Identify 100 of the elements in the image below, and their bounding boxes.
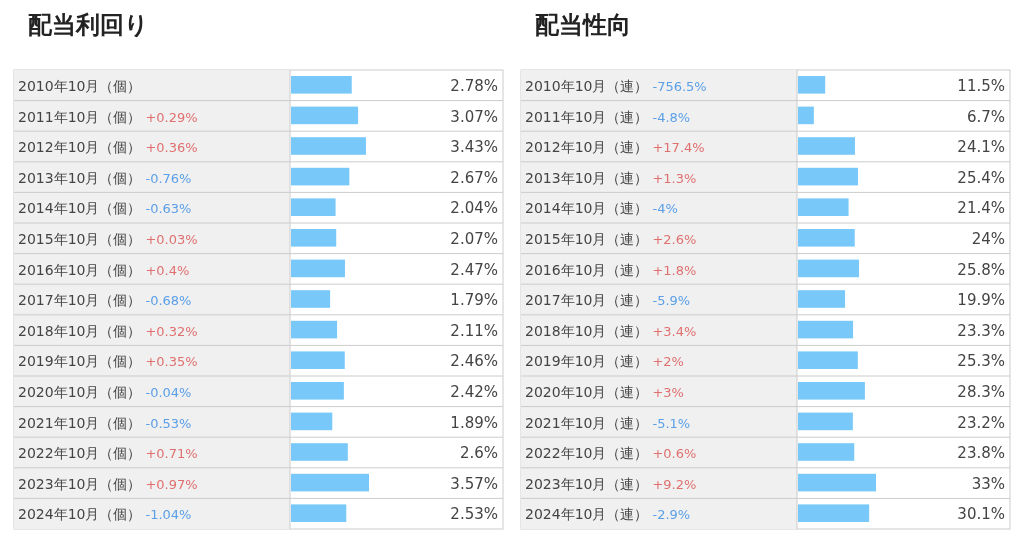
y-tick-label: 2018年10月（連） [525, 322, 649, 339]
data-label: 30.1% [957, 505, 1005, 524]
text: +3% [652, 385, 684, 400]
data-label: 25.3% [957, 352, 1005, 371]
bar [798, 320, 854, 339]
y-tick-label: 2021年10月（連） [525, 414, 649, 431]
bar [798, 76, 826, 94]
text: +17.4% [652, 140, 705, 156]
y-tick-label: 2017年10月（個） [18, 292, 142, 309]
bar [291, 76, 352, 94]
bar [798, 229, 855, 247]
text: -0.63% [145, 201, 192, 217]
text: +0.29% [145, 109, 198, 125]
bar [291, 229, 337, 247]
y-tick-label: 2014年10月（個） [18, 200, 142, 217]
data-label: 2.46% [450, 352, 498, 371]
text: -756.5% [652, 79, 707, 94]
bar [798, 351, 858, 369]
text: +0.32% [145, 323, 198, 339]
bar [291, 137, 366, 155]
text: -0.04% [145, 385, 192, 400]
data-label: 28.3% [957, 383, 1005, 401]
data-label: 33% [971, 474, 1005, 493]
y-tick-label: 2015年10月（個） [18, 231, 142, 247]
text: +2% [652, 354, 684, 370]
text: +0.71% [145, 446, 198, 462]
bar [291, 259, 345, 278]
data-label: 2.07% [450, 230, 498, 248]
text: +3.4% [652, 323, 697, 339]
bar [798, 259, 859, 278]
y-tick-label: 2019年10月（個） [18, 353, 142, 370]
y-tick-label: 2020年10月（連） [525, 384, 649, 400]
text: +0.97% [145, 476, 198, 492]
text: -0.76% [145, 170, 192, 186]
data-label: 25.4% [957, 168, 1005, 187]
y-tick-label: 2023年10月（個） [18, 475, 142, 492]
y-tick-label: 2010年10月（連） [525, 78, 649, 94]
y-tick-label: 2017年10月（連） [525, 292, 649, 309]
text: -5.1% [652, 415, 691, 431]
bar [798, 198, 849, 216]
data-label: 3.43% [450, 138, 498, 157]
text: -1.04% [145, 507, 192, 523]
data-label: 11.5% [957, 77, 1005, 95]
data-label: 1.89% [450, 413, 498, 432]
data-label: 23.3% [957, 321, 1005, 340]
bar [798, 473, 876, 492]
bar [291, 106, 359, 125]
bar [798, 412, 853, 431]
text: -0.68% [145, 293, 192, 309]
data-label: 3.07% [450, 107, 498, 126]
bar [798, 504, 870, 522]
data-label: 24.1% [957, 138, 1005, 157]
bar [291, 290, 331, 308]
text: +0.35% [145, 354, 198, 370]
text: +9.2% [652, 476, 697, 492]
bar [291, 412, 333, 431]
text: -4% [652, 201, 678, 217]
text: +0.36% [145, 140, 198, 156]
data-label: 2.6% [459, 444, 498, 463]
y-tick-label: 2014年10月（連） [525, 200, 649, 217]
y-tick-label: 2013年10月（連） [525, 169, 649, 186]
bar [798, 443, 855, 461]
data-label: 21.4% [957, 199, 1005, 218]
data-label: 6.7% [966, 107, 1005, 126]
data-label: 23.8% [957, 444, 1005, 463]
data-label: 19.9% [957, 291, 1005, 310]
bar [291, 382, 344, 400]
text: -0.53% [145, 415, 192, 431]
data-label: 25.8% [957, 260, 1005, 279]
text: +1.3% [652, 170, 697, 186]
text: -2.9% [652, 507, 691, 523]
data-label: 24% [971, 230, 1005, 248]
text: -5.9% [652, 293, 691, 309]
bar [798, 382, 865, 400]
bar [798, 167, 859, 186]
data-label: 2.78% [450, 77, 498, 95]
data-label: 2.67% [450, 168, 498, 187]
data-label: 2.47% [450, 260, 498, 279]
y-tick-label: 2011年10月（連） [525, 108, 649, 125]
text: +0.6% [652, 446, 697, 462]
data-label: 2.11% [450, 321, 498, 340]
y-tick-label: 2018年10月（個） [18, 322, 142, 339]
bar [291, 504, 347, 522]
bar [291, 473, 369, 492]
y-tick-label: 2019年10月（連） [525, 353, 649, 370]
y-tick-label: 2020年10月（個） [18, 384, 142, 400]
bar [798, 290, 846, 308]
y-tick-label: 2023年10月（連） [525, 475, 649, 492]
y-tick-label: 2022年10月（個） [18, 445, 142, 462]
y-tick-label: 2013年10月（個） [18, 169, 142, 186]
text: +0.4% [145, 262, 190, 278]
text: 配当性向 [535, 11, 631, 39]
bar [798, 137, 855, 155]
text: +2.6% [652, 232, 697, 247]
data-label: 3.57% [450, 474, 498, 493]
data-label: 2.42% [450, 383, 498, 401]
y-tick-label: 2022年10月（連） [525, 445, 649, 462]
y-tick-label: 2021年10月（個） [18, 414, 142, 431]
y-tick-label: 2016年10月（個） [18, 261, 142, 278]
bar [798, 106, 814, 125]
